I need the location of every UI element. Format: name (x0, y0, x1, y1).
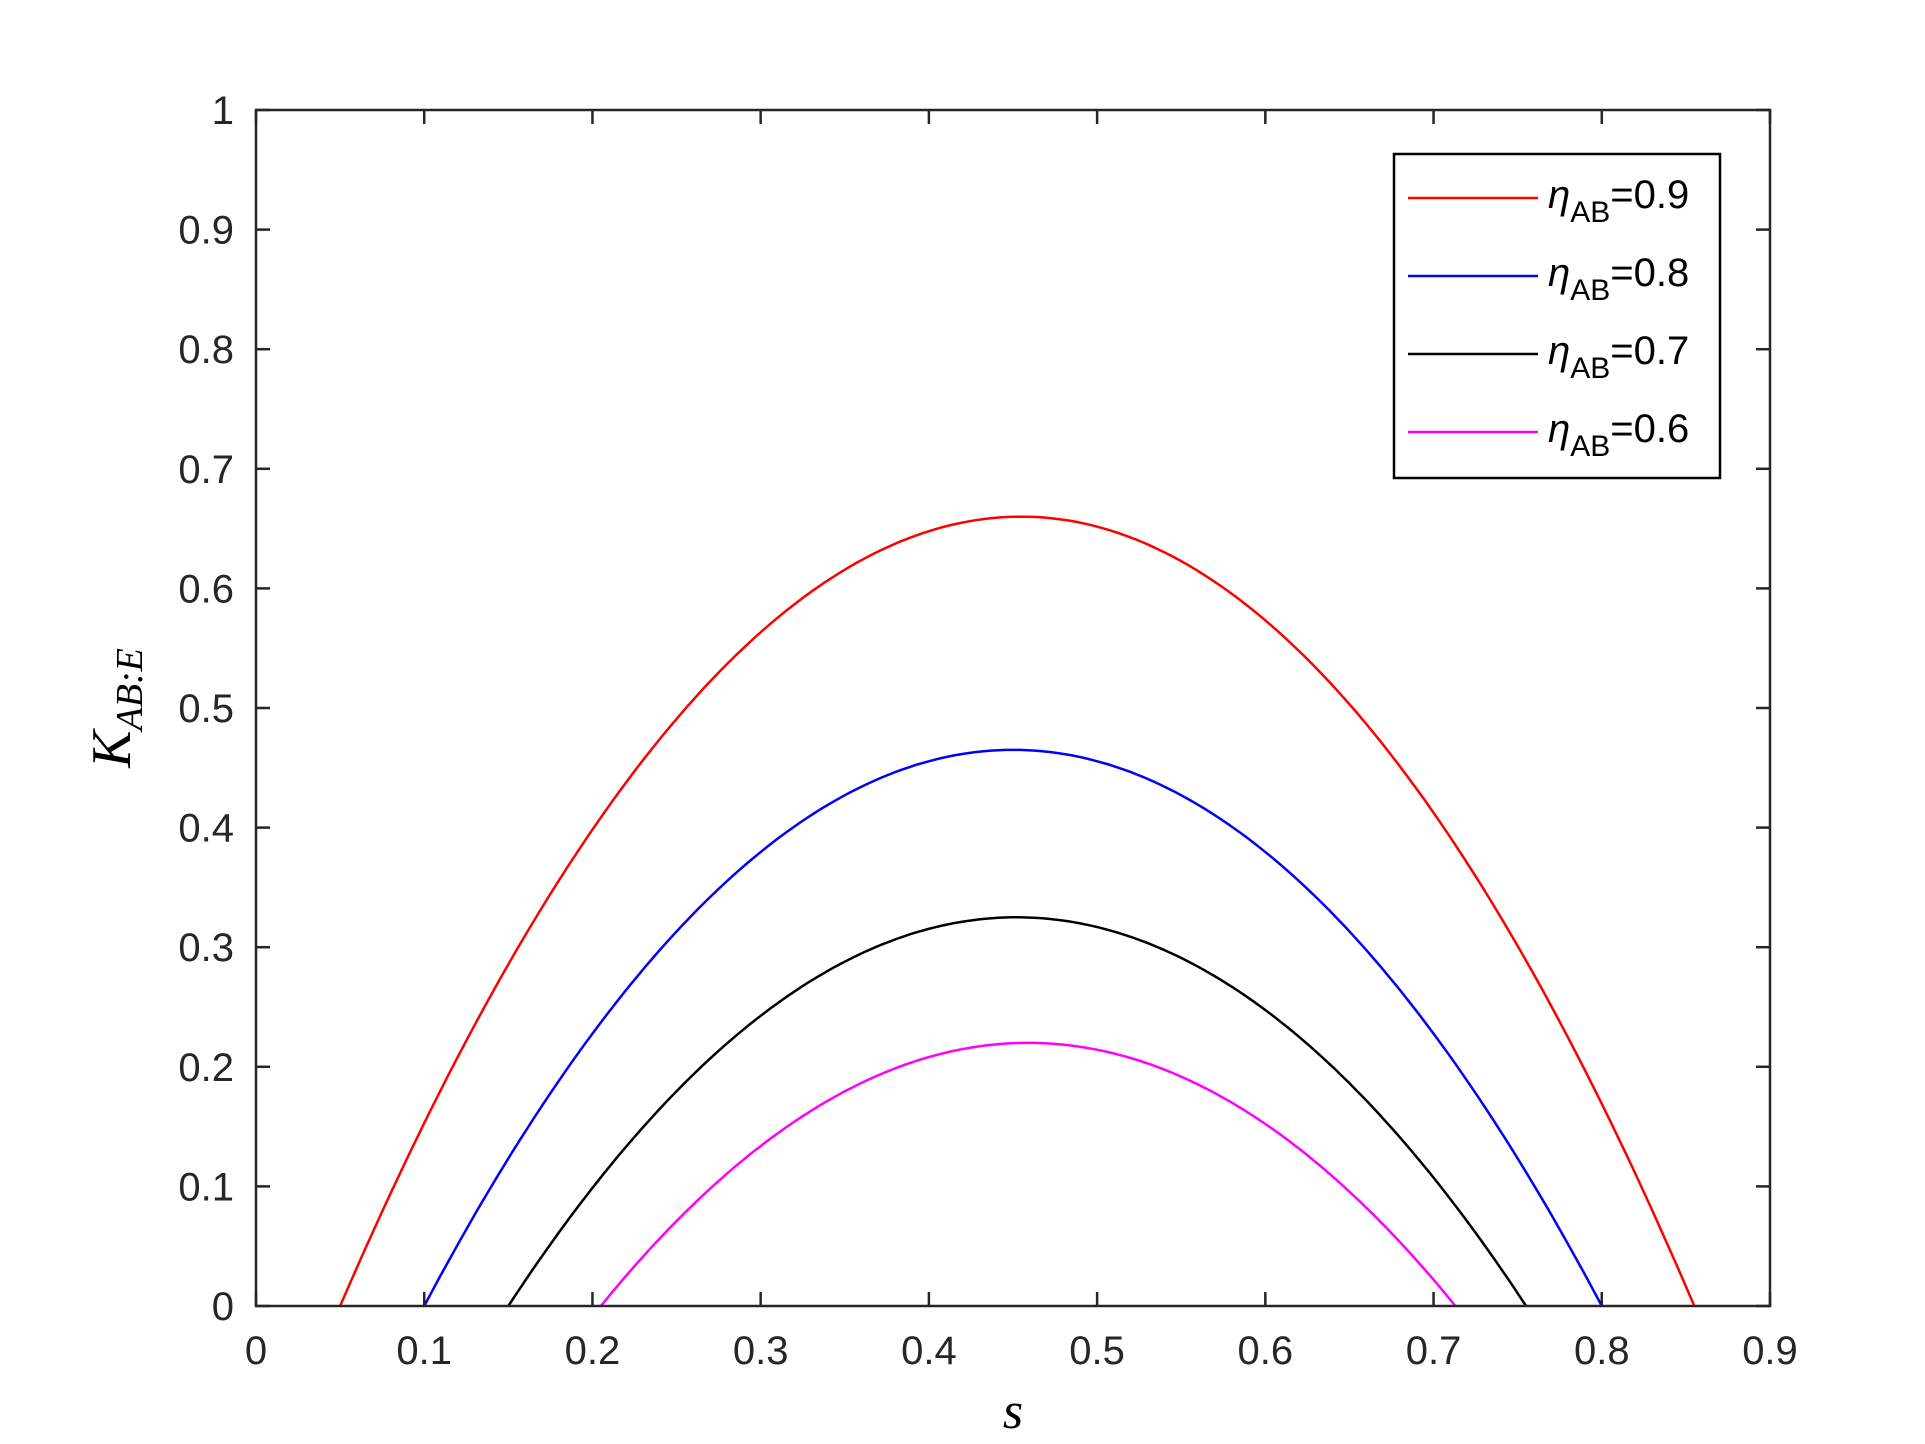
legend-label: ηAB=0.9 (1548, 173, 1689, 229)
legend-label-symbol: η (1548, 329, 1570, 373)
legend-label-value: =0.9 (1610, 173, 1689, 217)
y-tick-label: 0 (212, 1285, 234, 1329)
x-tick-label: 0.5 (1069, 1329, 1125, 1373)
x-tick-label: 0.7 (1406, 1329, 1462, 1373)
legend-label: ηAB=0.7 (1548, 329, 1689, 385)
legend-label-value: =0.6 (1610, 407, 1689, 451)
y-tick-label: 0.6 (178, 567, 234, 611)
x-tick-label: 0.6 (1238, 1329, 1294, 1373)
y-tick-label: 1 (212, 89, 234, 133)
series-lines (338, 515, 1696, 1307)
series-line (423, 748, 1603, 1307)
legend-label-symbol: η (1548, 173, 1570, 217)
legend-label-symbol: η (1548, 251, 1570, 295)
tick-labels: 0 0.1 0.2 0.3 0.4 0.5 0.6 0.7 0.8 0.9 0 0.1 0.2 0.3 0.… (178, 89, 1797, 1373)
y-tick-label: 0.9 (178, 209, 234, 253)
y-axis-label-main: K (81, 728, 143, 769)
legend-box (1392, 152, 1722, 480)
x-tick-label: 0.4 (901, 1329, 957, 1373)
x-tick-label: 0.1 (396, 1329, 452, 1373)
y-tick-label: 0.7 (178, 448, 234, 492)
x-axis-label: s (1003, 1383, 1023, 1440)
x-tick-label: 0.3 (733, 1329, 789, 1373)
x-tick-label: 0.8 (1574, 1329, 1630, 1373)
y-axis-label-subscript: AB:E (109, 648, 151, 733)
y-tick-label: 0.3 (178, 926, 234, 970)
legend-label-subscript: AB (1570, 274, 1610, 307)
axis-ticks (254, 108, 1772, 1308)
y-tick-label: 0.8 (178, 328, 234, 372)
y-tick-label: 0.4 (178, 807, 234, 851)
y-axis-label: KAB:E (81, 648, 151, 769)
y-tick-label: 0.1 (178, 1165, 234, 1209)
legend-label-symbol: η (1548, 407, 1570, 451)
series-line (338, 515, 1696, 1307)
series-line (507, 916, 1528, 1307)
x-tick-label: 0 (245, 1329, 267, 1373)
y-tick-label: 0.2 (178, 1046, 234, 1090)
legend-label-subscript: AB (1570, 352, 1610, 385)
x-tick-label: 0.2 (565, 1329, 621, 1373)
y-tick-label: 0.5 (178, 687, 234, 731)
legend-label: ηAB=0.6 (1548, 407, 1689, 463)
legend-label-subscript: AB (1570, 430, 1610, 463)
legend-label-value: =0.7 (1610, 329, 1689, 373)
legend-label-value: =0.8 (1610, 251, 1689, 295)
legend-label-subscript: AB (1570, 196, 1610, 229)
x-tick-label: 0.9 (1742, 1329, 1798, 1373)
legend-label: ηAB=0.8 (1548, 251, 1689, 307)
series-line (599, 1041, 1457, 1307)
